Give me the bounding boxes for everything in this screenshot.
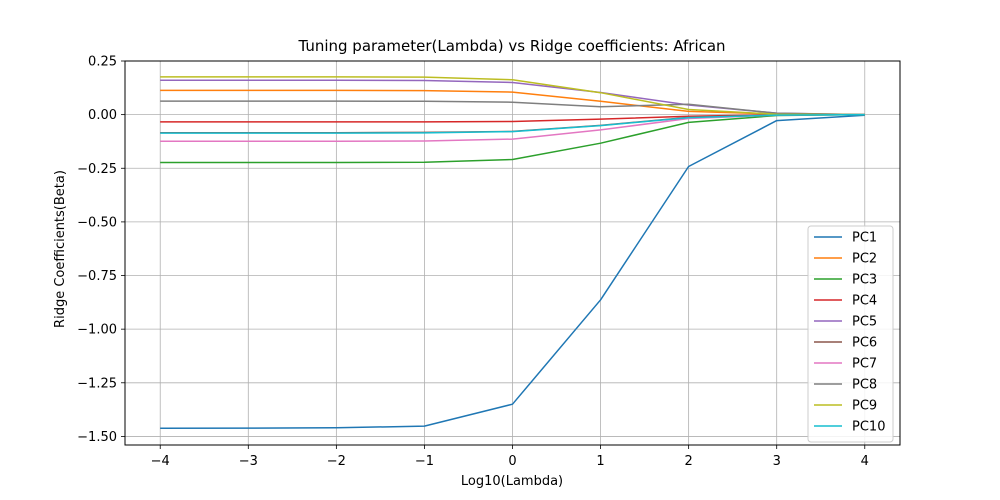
chart-title: Tuning parameter(Lambda) vs Ridge coeffi… (297, 37, 725, 55)
y-tick-label: −0.75 (77, 269, 117, 284)
x-tick-label: −1 (415, 454, 434, 469)
x-tick-label: 1 (596, 454, 604, 469)
series-lines (160, 76, 865, 430)
y-tick-label: 0.25 (88, 55, 117, 70)
y-tick-label: 0.00 (88, 108, 117, 123)
legend: PC1 PC2 PC3 PC4 PC5 PC6 PC7 PC8 PC9 PC10 (807, 225, 894, 443)
x-axis-label: Log10(Lambda) (461, 474, 563, 489)
y-axis-label: Ridge Coefficients(Beta) (53, 170, 68, 328)
series-line-pc10 (160, 113, 865, 134)
x-tick-label: −4 (151, 454, 170, 469)
y-tick-label: −1.00 (77, 323, 117, 338)
y-tick-label: −0.50 (77, 215, 117, 230)
series-line-pc1 (160, 114, 865, 430)
x-tick-label: 3 (773, 454, 781, 469)
y-tick-label: −0.25 (77, 162, 117, 177)
x-tick-label: 4 (861, 454, 869, 469)
legend-label-pc3: PC3 (852, 273, 877, 288)
y-tick-label: −1.25 (77, 376, 117, 391)
y-tick-label: −1.50 (77, 430, 117, 445)
x-tick-label: 2 (684, 454, 692, 469)
legend-label-pc9: PC9 (852, 399, 877, 414)
series-line-pc9 (160, 76, 865, 116)
legend-label-pc2: PC2 (852, 252, 877, 267)
x-tick-label: −3 (239, 454, 258, 469)
legend-label-pc5: PC5 (852, 315, 877, 330)
legend-label-pc6: PC6 (852, 336, 877, 351)
axis-ticks: −4 −3 −2 −1 0 1 2 3 4 0.25 0.00 −0.25 −0.50 −0.75 −1.0… (77, 55, 869, 470)
legend-label-pc4: PC4 (852, 294, 877, 309)
legend-label-pc1: PC1 (852, 231, 877, 246)
legend-label-pc10: PC10 (852, 420, 885, 435)
x-tick-label: −2 (327, 454, 346, 469)
series-line-pc8 (160, 100, 865, 116)
legend-box (807, 225, 894, 443)
legend-label-pc8: PC8 (852, 378, 877, 393)
series-line-pc3 (160, 113, 865, 164)
legend-label-pc7: PC7 (852, 357, 877, 372)
x-tick-label: 0 (508, 454, 516, 469)
